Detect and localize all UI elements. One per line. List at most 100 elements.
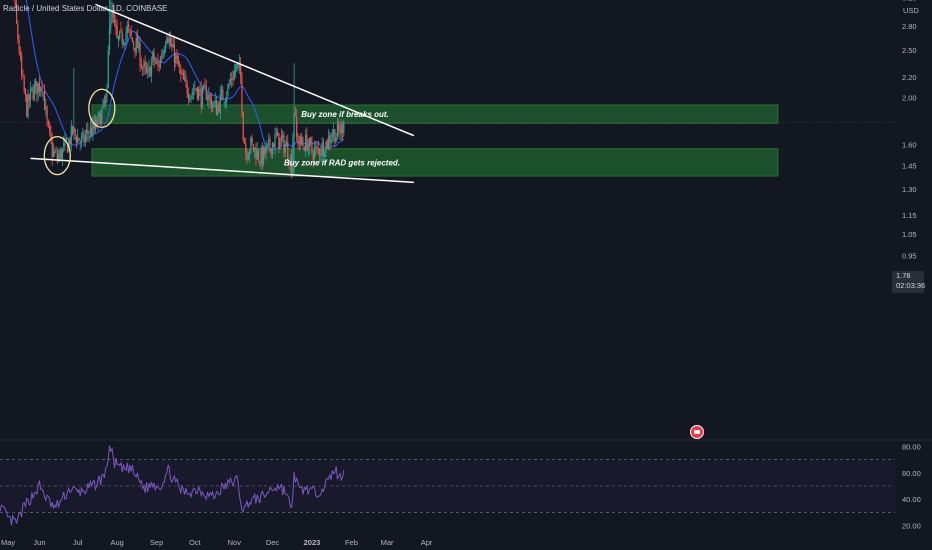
candle-body — [41, 86, 43, 91]
candle-body — [296, 116, 298, 137]
moving-average-line — [25, 0, 345, 152]
candle-body — [213, 102, 215, 107]
candle-body — [269, 138, 271, 149]
candle-body — [326, 139, 328, 148]
candle-body — [343, 122, 345, 133]
candle-body — [52, 150, 55, 156]
candle-body — [288, 161, 290, 166]
candle-body — [255, 149, 257, 160]
candle-body — [310, 137, 312, 143]
candle-body — [61, 148, 63, 160]
support-trendline — [30, 157, 414, 184]
highlight-circle-1 — [43, 135, 71, 176]
candle-body — [220, 90, 223, 94]
candle-body — [140, 64, 142, 67]
candle-body — [247, 155, 249, 161]
time-axis[interactable]: May Jun Jul Aug Sep Oct Nov Dec 2023 Feb Mar Apr — [1, 538, 433, 547]
candle-body — [182, 72, 184, 80]
candle-body — [283, 135, 285, 154]
candle-body — [329, 135, 331, 143]
candle-body — [330, 138, 332, 145]
candle-body — [334, 129, 336, 144]
candle-body — [302, 143, 304, 147]
candle-body — [260, 149, 262, 164]
candle-body — [338, 124, 340, 131]
candle-body — [257, 151, 260, 160]
candle-body — [189, 98, 191, 100]
candle-body — [304, 134, 307, 150]
time-tick-label: Mar — [381, 538, 394, 547]
candle-body — [21, 55, 23, 75]
bar-countdown: 02:03:36 — [896, 281, 926, 290]
candle-body — [83, 133, 85, 143]
candle-body — [184, 77, 186, 79]
candle-body — [82, 133, 84, 135]
candle-body — [242, 111, 244, 140]
price-tick-label: 1.45 — [902, 162, 917, 171]
candle-body — [80, 135, 83, 141]
buy-zone-label-2: Buy zone if RAD gets rejected. — [284, 158, 400, 167]
candle-body — [112, 9, 114, 18]
candle-body — [75, 136, 77, 143]
candle-body — [238, 65, 240, 69]
candle-body — [47, 121, 49, 125]
candle-body — [203, 85, 205, 88]
candles-layer — [13, 0, 345, 179]
candle-body — [65, 137, 67, 143]
candle-body — [311, 141, 313, 153]
candle-body — [14, 1, 16, 6]
candle-body — [275, 133, 277, 135]
candle-body — [219, 93, 221, 114]
candle-body — [232, 77, 234, 80]
candle-body — [129, 29, 131, 31]
candle-body — [42, 92, 44, 93]
candle-body — [274, 134, 276, 148]
candle-body — [26, 94, 28, 117]
price-tick-label: 2.80 — [902, 22, 917, 31]
candle-body — [110, 21, 112, 29]
candle-body — [105, 96, 107, 104]
candle-body — [50, 131, 52, 141]
time-tick-label: May — [1, 538, 15, 547]
candle-body — [33, 85, 35, 100]
candle-body — [27, 94, 29, 118]
candle-body — [322, 141, 325, 156]
candle-body — [101, 108, 103, 124]
candle-body — [285, 143, 288, 147]
candle-body — [73, 127, 75, 132]
candle-body — [74, 129, 76, 135]
candle-body — [276, 131, 279, 136]
candle-body — [163, 49, 165, 55]
candle-body — [158, 65, 160, 67]
candle-body — [56, 152, 58, 160]
candle-body — [139, 43, 141, 66]
candle-body — [125, 32, 127, 42]
candle-body — [77, 137, 79, 144]
trendlines-layer — [30, 3, 415, 184]
candle-body — [210, 98, 212, 110]
buy-zone-1 — [91, 104, 779, 124]
candle-body — [133, 42, 135, 46]
candle-body — [321, 142, 323, 156]
candle-body — [161, 56, 163, 58]
time-tick-label: Feb — [345, 538, 358, 547]
zones-layer — [91, 104, 779, 177]
candle-body — [55, 150, 57, 152]
candle-body — [115, 22, 117, 29]
candle-body — [63, 143, 65, 147]
candle-body — [23, 76, 25, 91]
price-axis[interactable]: 5.004.404.003.603.202.802.502.202.001.60… — [902, 0, 917, 260]
candle-body — [218, 104, 220, 112]
candle-body — [212, 104, 214, 108]
candle-body — [84, 135, 86, 142]
candle-body — [279, 137, 281, 150]
candle-body — [15, 3, 18, 23]
candle-body — [256, 149, 258, 160]
candle-body — [144, 61, 146, 67]
time-tick-label: Apr — [421, 538, 433, 547]
candle-body — [108, 27, 111, 51]
alert-icon[interactable] — [690, 425, 704, 439]
last-price-tag: 1.78 02:03:36 — [892, 271, 926, 293]
candle-body — [18, 39, 20, 54]
time-tick-label: Jul — [73, 538, 83, 547]
